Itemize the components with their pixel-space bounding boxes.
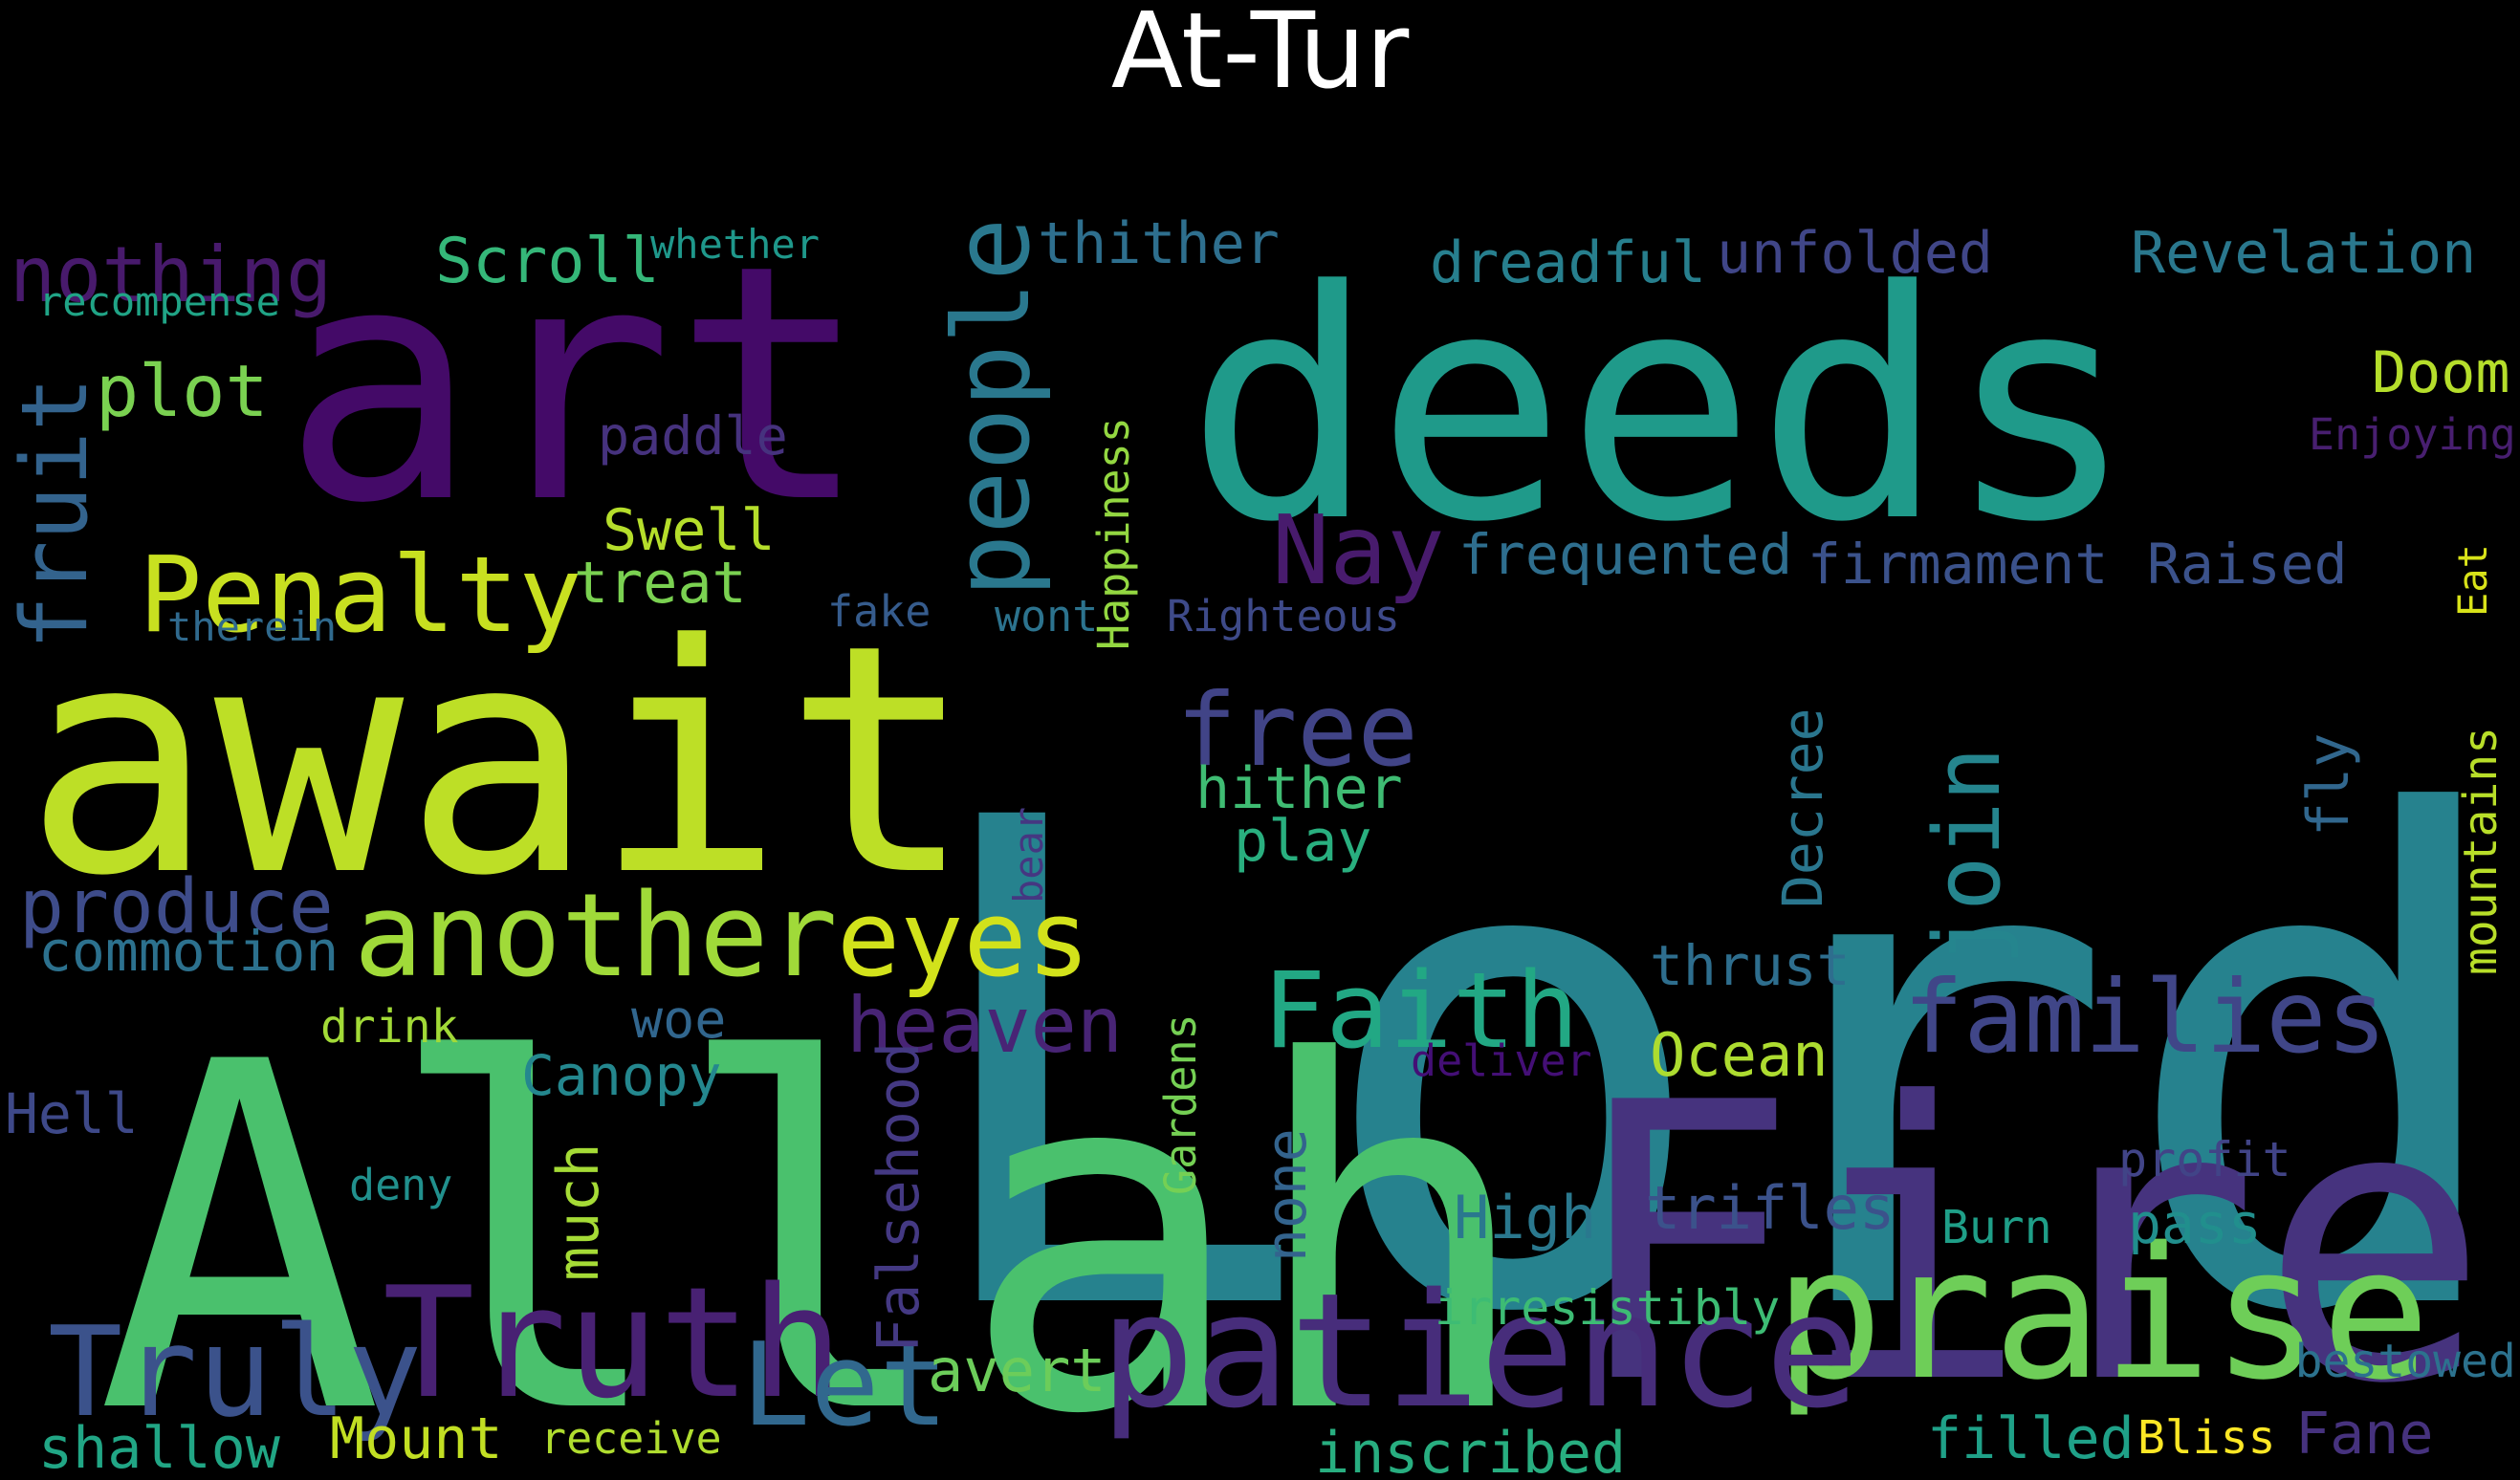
word-much: much [545, 1143, 612, 1282]
word-lord: Lord [909, 680, 2520, 1459]
word-fly: fly [2295, 733, 2362, 837]
word-treat: treat [574, 550, 747, 617]
word-deeds: deeds [1186, 224, 2136, 591]
word-truth: Truth [383, 1253, 844, 1432]
word-plot: plot [96, 349, 269, 433]
word-irresistibly: irresistibly [1435, 1280, 1780, 1336]
word-heaven: heaven [846, 981, 1123, 1070]
word-deny: deny [349, 1160, 452, 1210]
word-bliss: Bliss [2137, 1411, 2276, 1465]
word-dreadful: dreadful [1430, 229, 1706, 296]
word-mountains: mountains [2454, 727, 2508, 975]
word-therein: therein [167, 603, 337, 650]
word-praise: praise [1774, 1208, 2430, 1420]
word-trifles: trifles [1645, 1173, 1895, 1243]
page-title: At-Tur [1110, 0, 1410, 112]
word-join: join [1916, 747, 2021, 966]
word-fire: Fire [1568, 1023, 2489, 1468]
word-penalty: Penalty [139, 533, 582, 656]
word-shallow: shallow [38, 1415, 281, 1480]
word-profit: profit [2118, 1132, 2291, 1187]
word-mount: Mount [330, 1405, 503, 1472]
word-recompense: recompense [38, 278, 280, 325]
word-firmament: firmament [1808, 532, 2108, 597]
word-patience: patience [1100, 1259, 1860, 1443]
word-falsehood: Falsehood [866, 1042, 932, 1353]
word-thither: thither [1038, 210, 1280, 277]
word-canopy: Canopy [521, 1043, 722, 1108]
word-burn: Burn [1941, 1201, 2052, 1254]
word-pass: pass [2128, 1191, 2262, 1256]
word-thrust: thrust [1650, 933, 1851, 998]
word-await: await [24, 577, 974, 945]
word-fake: fake [827, 586, 931, 637]
word-eyes: eyes [837, 878, 1090, 1000]
word-frequented: frequented [1458, 522, 1792, 587]
word-people: people [931, 218, 1053, 598]
word-revelation: Revelation [2131, 220, 2476, 287]
word-decree: Decree [1770, 707, 1835, 908]
word-swell: Swell [603, 497, 776, 564]
word-deliver: deliver [1411, 1035, 1592, 1086]
word-none: none [1254, 1128, 1319, 1262]
word-commotion: commotion [38, 919, 339, 984]
word-unfolded: unfolded [1717, 220, 1993, 287]
word-filled: filled [1927, 1405, 2135, 1472]
word-wont: wont [995, 591, 1098, 642]
word-righteous: Righteous [1167, 591, 1400, 642]
word-art: art [282, 196, 869, 575]
word-nothing: nothing [10, 230, 332, 319]
word-cloud: Lord Allah art deeds await Fire praise patience… [0, 143, 2520, 1480]
word-doom: Doom [2372, 339, 2510, 406]
word-truly: Truly [48, 1299, 422, 1445]
word-eat: Eat [2449, 544, 2496, 617]
word-free: free [1176, 672, 1418, 789]
word-high: High [1454, 1183, 1596, 1252]
word-raised: Raised [2147, 532, 2348, 597]
word-paddle: paddle [598, 405, 788, 467]
word-scroll: Scroll [435, 226, 660, 297]
word-families: families [1903, 959, 2387, 1076]
word-nay: Nay [1272, 494, 1445, 606]
word-bear: bear [1005, 807, 1052, 903]
word-receive: receive [540, 1413, 722, 1464]
word-enjoying: Enjoying [2309, 409, 2516, 460]
word-fruit: fruit [3, 377, 108, 650]
word-ocean: Ocean [1650, 1020, 1829, 1090]
word-woe: woe [631, 989, 726, 1050]
word-happiness: Happiness [1088, 417, 1139, 650]
word-let: Let [741, 1319, 949, 1452]
word-produce: produce [19, 864, 334, 950]
word-gardens: Gardens [1155, 1013, 1206, 1195]
word-bestowed: bestowed [2295, 1335, 2516, 1388]
word-hell: Hell [5, 1081, 139, 1146]
word-fane: Fane [2295, 1401, 2434, 1468]
word-avert: avert [928, 1336, 1107, 1405]
word-faith: Faith [1262, 949, 1579, 1072]
word-allah: Allah [96, 962, 1535, 1480]
word-whether: whether [650, 221, 820, 268]
word-drink: drink [320, 1000, 459, 1054]
word-another: another [354, 870, 838, 1003]
word-play: play [1234, 808, 1372, 875]
word-hither: hither [1195, 755, 1403, 822]
word-inscribed: inscribed [1315, 1420, 1626, 1480]
